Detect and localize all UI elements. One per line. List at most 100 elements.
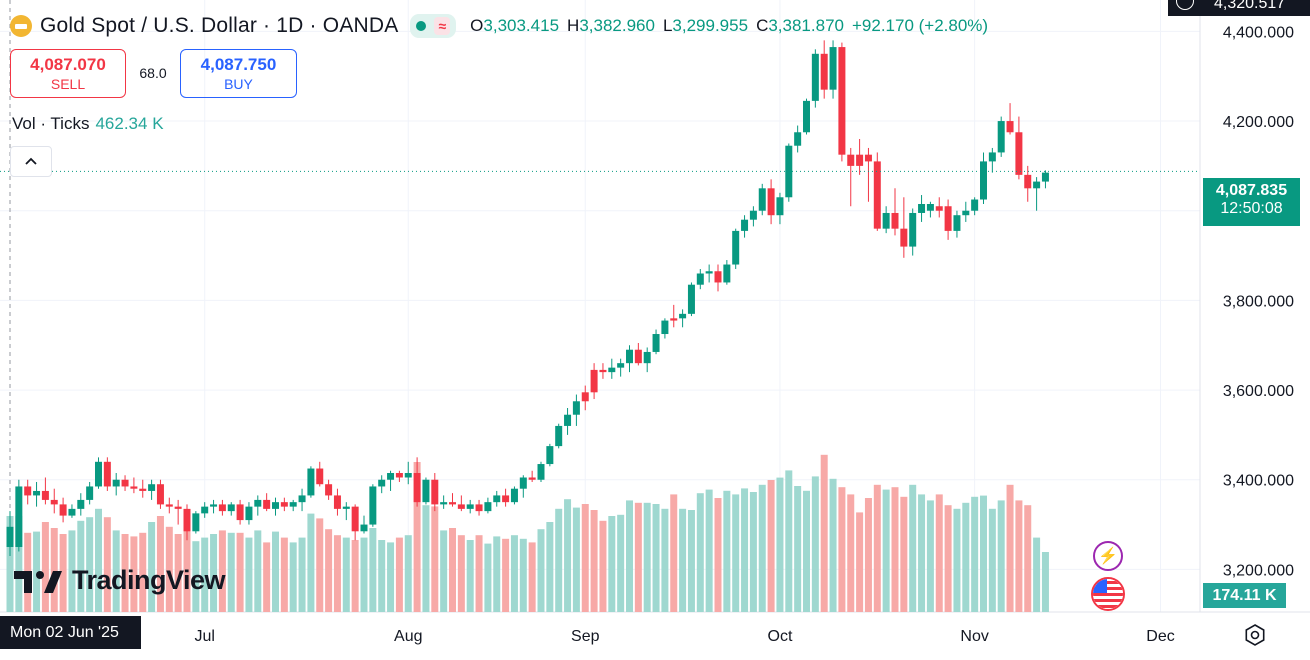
candle-body	[847, 154, 855, 166]
candle-body	[316, 468, 324, 485]
candle-body	[652, 334, 660, 352]
volume-bar	[139, 532, 147, 612]
candle-body	[86, 486, 94, 500]
tradingview-logo[interactable]: TradingView	[14, 565, 226, 596]
market-status-pill[interactable]: ≈	[410, 14, 457, 38]
volume-bar	[387, 542, 395, 612]
time-axis-ticks[interactable]: Jul Aug Sep Oct Nov Dec	[194, 628, 1174, 645]
last-price: 4,087.835	[1215, 182, 1288, 199]
volume-bar	[864, 498, 872, 612]
high-value: 3,382.960	[579, 16, 655, 35]
sell-button[interactable]: 4,087.070 SELL	[10, 49, 126, 98]
volume-bar	[1024, 505, 1032, 612]
volume-bar	[254, 530, 262, 612]
open-label: O	[470, 16, 484, 35]
candle-body	[272, 502, 279, 509]
candle-body	[280, 502, 288, 507]
volume-bar	[679, 508, 687, 612]
candle-body	[714, 271, 722, 283]
candle-body	[661, 320, 669, 335]
volume-bar	[475, 535, 483, 612]
bar-countdown: 12:50:08	[1220, 200, 1283, 217]
volume-bar	[449, 528, 456, 612]
volume-bar	[33, 531, 41, 612]
event-lightning-icon[interactable]: ⚡	[1093, 541, 1123, 571]
candle-body	[643, 351, 651, 364]
volume-bar	[696, 493, 704, 612]
candle-body	[723, 264, 731, 283]
volume-bar	[502, 538, 510, 612]
candle-body	[174, 506, 182, 509]
collapse-legend-button[interactable]	[10, 146, 52, 177]
volume-bar	[245, 537, 253, 612]
candle-body	[24, 486, 32, 496]
volume-bar	[634, 502, 642, 612]
price-axis-label: 3,400.000	[1223, 473, 1294, 490]
buy-button[interactable]: 4,087.750 BUY	[180, 49, 297, 98]
close-value: 3,381.870	[768, 16, 844, 35]
volume-bar	[95, 508, 102, 612]
volume-bar	[732, 494, 740, 612]
volume-bar	[741, 488, 749, 612]
candle-body	[440, 502, 448, 505]
settings-gear-icon[interactable]	[1244, 624, 1266, 651]
candle-body	[856, 154, 864, 166]
candle-body	[378, 479, 386, 487]
candle-body	[918, 204, 926, 213]
volume-bar	[599, 520, 607, 612]
candle-body	[758, 188, 766, 211]
volume-bar	[378, 540, 386, 612]
candle-body	[900, 228, 908, 247]
candle-body	[33, 490, 41, 496]
volume-bar	[811, 476, 819, 612]
volume-bar	[900, 496, 908, 612]
volume-bar	[758, 484, 766, 612]
volume-bar	[1041, 552, 1049, 612]
candle-body	[882, 212, 890, 229]
candle-body	[962, 210, 970, 216]
us-flag-icon[interactable]	[1091, 577, 1125, 611]
volume-bar	[776, 477, 784, 612]
candle-body	[351, 506, 359, 532]
volume-value: 462.34 K	[95, 114, 164, 133]
volume-bar	[918, 494, 926, 612]
volume-bar	[272, 531, 279, 612]
volume-bar	[289, 542, 297, 612]
volume-bar	[77, 520, 85, 612]
crosshair-date-tag: Mon 02 Jun '25	[0, 616, 141, 649]
volume-legend[interactable]: Vol · Ticks 462.34 K	[12, 114, 164, 134]
low-value: 3,299.955	[672, 16, 749, 35]
candle-body	[776, 197, 784, 216]
high-label: H	[567, 16, 580, 35]
volume-bar	[687, 510, 695, 612]
chevron-up-icon	[25, 157, 37, 165]
volume-bar	[493, 536, 501, 612]
volume-bar	[829, 478, 837, 612]
candle-body	[1033, 181, 1041, 189]
candle-body	[307, 468, 315, 496]
tradingview-logo-icon	[14, 570, 62, 593]
candle-body	[980, 161, 987, 200]
volume-bar	[971, 496, 979, 612]
candle-body	[41, 490, 49, 500]
sell-label: SELL	[50, 76, 86, 92]
candle-body	[555, 425, 563, 447]
candles	[6, 40, 1049, 556]
volume-bar	[210, 534, 218, 612]
volume-bar	[6, 516, 14, 612]
candle-body	[971, 199, 979, 211]
price-axis-ticks[interactable]: 3,200.0003,400.0003,600.0003,800.0004,00…	[1223, 24, 1294, 579]
candle-body	[687, 284, 695, 314]
candle-body	[457, 504, 465, 509]
candle-body	[165, 504, 173, 507]
candle-body	[572, 401, 580, 415]
candle-body	[254, 499, 262, 507]
volume-bar	[148, 522, 156, 612]
plus-circle-icon[interactable]	[1176, 0, 1194, 10]
volume-bar	[68, 530, 76, 612]
volume-bar	[351, 540, 359, 612]
volume-bar	[484, 543, 492, 612]
volume-bar	[360, 537, 368, 612]
symbol-title[interactable]: Gold Spot / U.S. Dollar · 1D · OANDA	[40, 14, 399, 37]
volume-bar	[156, 516, 164, 612]
